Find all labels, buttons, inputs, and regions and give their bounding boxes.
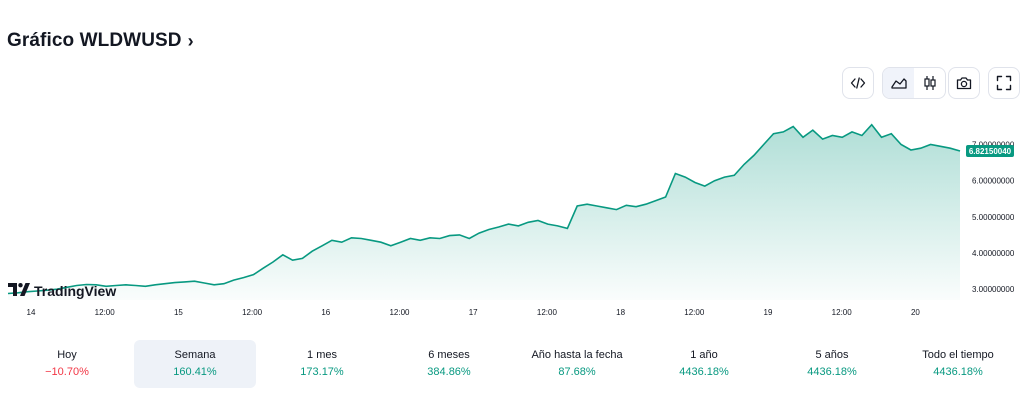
area-chart-icon [890, 78, 907, 89]
x-tick-label: 18 [616, 308, 625, 317]
y-tick-label: 5.00000000 [972, 213, 1015, 222]
period-change-value: 4436.18% [933, 366, 983, 378]
x-tick-label: 17 [469, 308, 478, 317]
x-tick-label: 12:00 [242, 308, 263, 317]
period-tab-0[interactable]: Hoy −10.70% [6, 340, 128, 388]
period-tab-1[interactable]: Semana 160.41% [134, 340, 256, 388]
chevron-right-icon: › [187, 30, 194, 51]
price-chart[interactable]: 3.00000000 4.00000000 5.00000000 6.00000000… [0, 108, 1024, 323]
period-change-value: 87.68% [558, 366, 596, 378]
y-tick-label: 4.00000000 [972, 249, 1015, 258]
period-label: 5 años [815, 349, 849, 361]
area-chart-button[interactable] [883, 68, 914, 98]
x-tick-label: 15 [174, 308, 183, 317]
tradingview-mark-icon [8, 283, 30, 299]
period-label: 1 mes [307, 349, 337, 361]
tradingview-logo[interactable]: TradingView [8, 283, 116, 299]
period-tab-4[interactable]: Año hasta la fecha 87.68% [516, 340, 638, 388]
period-label: 1 año [690, 349, 718, 361]
performance-periods: Hoy −10.70% Semana 160.41% 1 mes 173.17% 6 mes… [0, 340, 1024, 388]
y-tick-label: 6.00000000 [972, 177, 1015, 186]
period-change-value: 4436.18% [807, 366, 857, 378]
current-price-tag [966, 145, 1014, 158]
period-change-value: 384.86% [427, 366, 471, 378]
code-icon [850, 77, 866, 89]
x-tick-label: 12:00 [537, 308, 558, 317]
x-tick-label: 12:00 [389, 308, 410, 317]
screenshot-button[interactable] [948, 67, 980, 99]
candles-chart-button[interactable] [914, 68, 945, 98]
x-tick-label: 12:00 [684, 308, 705, 317]
fullscreen-button[interactable] [988, 67, 1020, 99]
current-price-label: 6.82150040 [969, 147, 1012, 156]
period-tab-5[interactable]: 1 año 4436.18% [643, 340, 765, 388]
period-tab-6[interactable]: 5 años 4436.18% [771, 340, 893, 388]
candlestick-icon [923, 76, 936, 90]
x-tick-label: 14 [27, 308, 36, 317]
period-change-value: 173.17% [300, 366, 344, 378]
period-label: Año hasta la fecha [531, 349, 623, 361]
embed-code-button[interactable] [842, 67, 874, 99]
x-tick-label: 16 [321, 308, 330, 317]
period-label: Todo el tiempo [922, 349, 994, 361]
fullscreen-icon [996, 75, 1012, 91]
x-tick-label: 12:00 [832, 308, 853, 317]
area-fill [8, 124, 960, 300]
camera-icon [956, 77, 972, 90]
y-tick-label: 3.00000000 [972, 285, 1015, 294]
chart-type-toggle [882, 67, 946, 99]
period-label: 6 meses [428, 349, 470, 361]
y-tick-label: 7.00000000 [972, 141, 1015, 150]
period-change-value: 160.41% [173, 366, 217, 378]
period-label: Semana [174, 349, 216, 361]
x-tick-label: 19 [764, 308, 773, 317]
period-tab-2[interactable]: 1 mes 173.17% [261, 340, 383, 388]
x-tick-label: 12:00 [95, 308, 116, 317]
period-change-value: 4436.18% [679, 366, 729, 378]
period-tab-3[interactable]: 6 meses 384.86% [388, 340, 510, 388]
page-title[interactable]: Gráfico WLDWUSD › [7, 30, 194, 52]
x-tick-label: 20 [911, 308, 920, 317]
period-change-value: −10.70% [45, 366, 89, 378]
title-text: Gráfico WLDWUSD [7, 30, 182, 51]
period-tab-7[interactable]: Todo el tiempo 4436.18% [897, 340, 1019, 388]
logo-text: TradingView [34, 283, 117, 299]
chart-svg: 3.00000000 4.00000000 5.00000000 6.00000000… [7, 123, 1015, 317]
period-label: Hoy [57, 349, 77, 361]
price-series-line [7, 123, 961, 295]
